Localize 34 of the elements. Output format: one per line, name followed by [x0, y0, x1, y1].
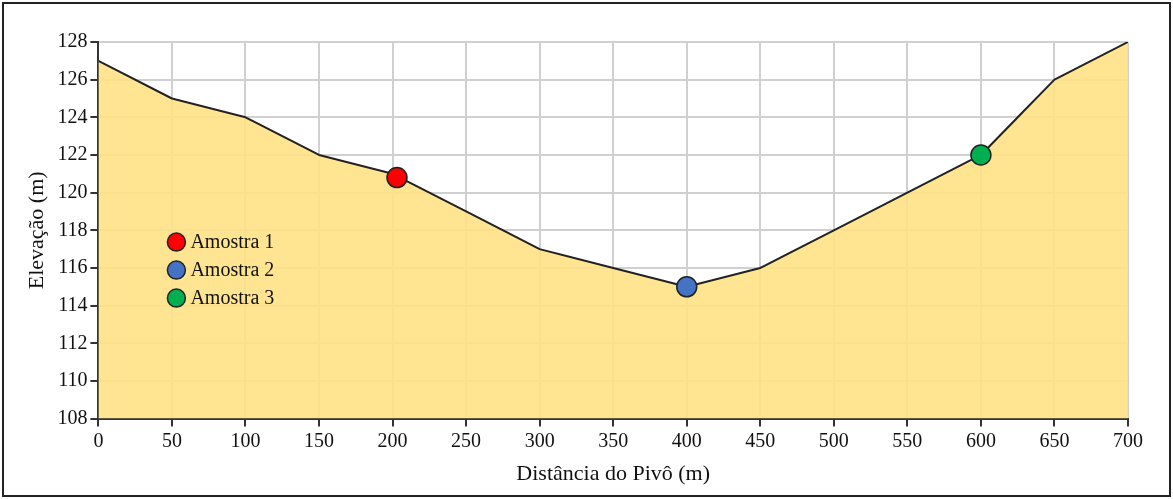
y-tick-label: 124: [57, 104, 88, 127]
x-tick-label: 0: [93, 428, 104, 451]
y-tick-label: 126: [57, 66, 88, 89]
x-tick-label: 500: [818, 428, 849, 451]
legend-label: Amostra 2: [190, 258, 275, 281]
y-tick-label: 118: [58, 217, 88, 240]
y-tick-label: 128: [57, 29, 88, 52]
legend-label: Amostra 1: [190, 230, 275, 253]
y-tick-label: 120: [57, 179, 88, 202]
y-tick-label: 112: [58, 330, 88, 353]
x-tick-label: 300: [524, 428, 555, 451]
y-tick-label: 116: [58, 255, 88, 278]
y-tick-label: 110: [58, 368, 88, 391]
x-tick-label: 50: [161, 428, 182, 451]
x-tick-label: 400: [671, 428, 702, 451]
y-tick-label: 114: [58, 292, 88, 315]
x-tick-label: 350: [598, 428, 629, 451]
x-axis-title: Distância do Pivô (m): [516, 459, 711, 485]
x-tick-label: 100: [230, 428, 261, 451]
point: [386, 166, 408, 189]
legend-label: Amostra 3: [190, 286, 275, 309]
x-tick-label: 600: [965, 428, 996, 451]
x-tick-label: 700: [1113, 428, 1143, 451]
y-tick-label: 108: [57, 405, 88, 428]
y-tick-label: 122: [57, 142, 88, 165]
x-tick-label: 550: [892, 428, 923, 451]
point: [970, 144, 992, 166]
y-axis-title: Elevação (m): [22, 171, 48, 290]
x-tick-label: 250: [451, 428, 482, 451]
point: [675, 276, 698, 298]
x-tick-label: 150: [304, 428, 335, 451]
x-tick-label: 200: [377, 428, 408, 451]
x-tick-label: 450: [745, 428, 776, 451]
x-tick-label: 650: [1039, 428, 1070, 451]
